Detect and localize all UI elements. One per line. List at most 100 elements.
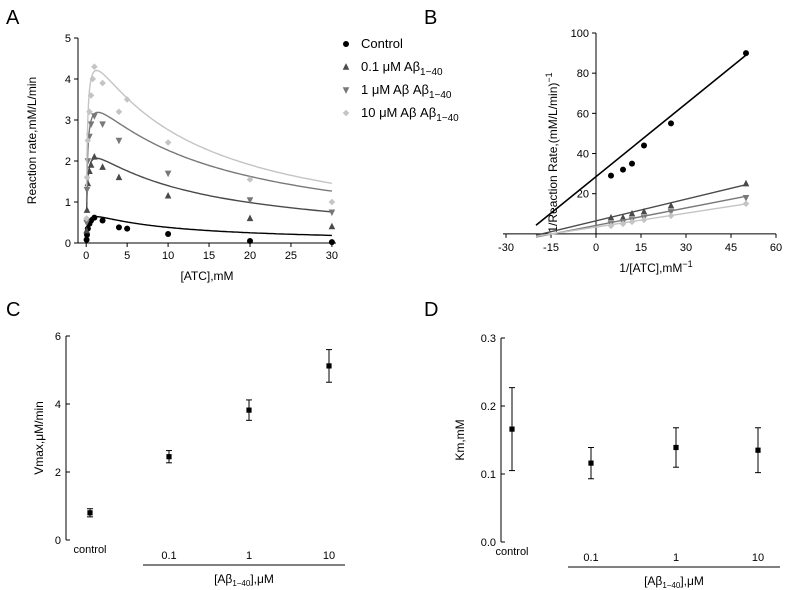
- category-label: 0.1: [161, 550, 176, 562]
- x-tick-label: 10: [162, 250, 174, 262]
- legend-label: 0.1 μM Aβ1−40: [361, 59, 443, 78]
- data-point: [742, 179, 750, 187]
- x-tick-label: -15: [543, 242, 559, 254]
- regression-line: [535, 203, 747, 237]
- data-point: [84, 158, 92, 165]
- legend-label: 10 μM Aβ Aβ1−40: [361, 105, 459, 124]
- data-point: [87, 92, 95, 99]
- data-point: [91, 63, 98, 70]
- data-point: [640, 216, 648, 224]
- category-label: control: [495, 546, 528, 558]
- data-point: [742, 200, 750, 208]
- data-point: [164, 139, 172, 146]
- data-point: [619, 220, 627, 228]
- x-tick-label: 15: [203, 250, 215, 262]
- y-tick-label: 0.2: [481, 401, 496, 413]
- x-tick-label: 30: [326, 250, 338, 262]
- y-tick-label: 5: [65, 33, 71, 45]
- data-point: [115, 224, 122, 231]
- data-point: [89, 75, 97, 83]
- data-point: [164, 170, 172, 178]
- x-tick-label: -30: [498, 242, 514, 254]
- panel-label-b: B: [424, 7, 437, 29]
- y-tick-label: 1: [65, 197, 71, 209]
- data-point: [123, 96, 131, 103]
- data-point: [83, 174, 91, 181]
- data-point: [588, 460, 594, 466]
- y-tick-label: 100: [571, 28, 589, 40]
- data-point: [607, 222, 615, 230]
- panel-b-chart: 20 40 60 80 100 -30 -15 0 15 30 45 60 1/[ATC],mM−1 1/…: [498, 28, 782, 275]
- y-tick-label: 2: [55, 467, 61, 479]
- data-point: [743, 50, 749, 57]
- category-label: control: [73, 544, 106, 556]
- y-tick-label: 0: [65, 238, 71, 250]
- data-point: [328, 209, 336, 217]
- data-point: [667, 209, 675, 216]
- data-point: [83, 206, 91, 213]
- data-point: [99, 79, 106, 87]
- y-tick-label: 4: [55, 399, 61, 411]
- legend-label: 1 μM Aβ Aβ1−40: [361, 82, 452, 101]
- y-tick-label: 0.0: [481, 537, 496, 549]
- data-point: [619, 213, 627, 221]
- data-point: [673, 444, 679, 451]
- y-tick-label: 80: [577, 68, 589, 80]
- data-point: [87, 161, 95, 168]
- legend-marker: [342, 109, 350, 117]
- category-label: 10: [752, 552, 764, 564]
- data-point: [742, 195, 750, 202]
- y-axis-label: Reaction rate,mM/L/min: [25, 77, 39, 204]
- data-point: [326, 363, 332, 369]
- legend-marker: [342, 87, 350, 94]
- data-point: [629, 160, 635, 167]
- data-point: [83, 187, 91, 194]
- panel-d-chart: 0.0 0.1 0.2 0.3 Km,mM control 0.1 1 10 [Aβ1−40],μ…: [453, 333, 780, 590]
- data-point: [755, 447, 761, 453]
- y-tick-label: 3: [65, 115, 71, 127]
- y-tick-label: 0: [55, 535, 61, 547]
- y-tick-label: 60: [577, 108, 589, 120]
- data-point: [607, 213, 615, 221]
- x-tick-label: 25: [285, 250, 297, 262]
- category-label: 10: [323, 550, 335, 562]
- data-point: [91, 113, 98, 120]
- x-tick-label: 15: [635, 242, 647, 254]
- y-axis-label: Vmax,μM/min: [32, 401, 46, 475]
- panel-label-a: A: [6, 7, 20, 29]
- data-point: [83, 226, 90, 234]
- data-point: [99, 217, 106, 224]
- data-point: [620, 166, 626, 173]
- data-point: [628, 218, 636, 226]
- fit-curve: [85, 69, 333, 187]
- x-tick-label: 45: [725, 242, 737, 254]
- data-point: [99, 121, 106, 128]
- x-tick-label: 20: [244, 250, 256, 262]
- data-point: [641, 142, 647, 149]
- data-point: [246, 214, 254, 222]
- regression-line: [535, 183, 747, 236]
- panel-a-chart: 0 1 2 3 4 5 0 5 10 15 20 25 30 [ATC],mM Reaction rate,…: [25, 33, 459, 283]
- legend-marker: [342, 63, 350, 70]
- data-point: [667, 212, 675, 220]
- regression-line: [535, 54, 747, 226]
- category-label: 0.1: [583, 552, 598, 564]
- data-point: [328, 198, 336, 206]
- legend-label: Control: [361, 36, 403, 51]
- data-point: [164, 191, 172, 199]
- data-point: [115, 108, 123, 116]
- data-point: [628, 209, 636, 217]
- fit-curve: [85, 215, 332, 237]
- data-point: [165, 230, 172, 237]
- data-point: [328, 222, 336, 230]
- data-point: [83, 236, 90, 243]
- y-tick-label: 40: [577, 149, 589, 161]
- y-tick-label: 6: [55, 331, 61, 343]
- data-point: [246, 197, 254, 204]
- data-point: [166, 454, 172, 460]
- data-point: [84, 137, 92, 144]
- y-tick-label: 20: [577, 189, 589, 201]
- panel-label-d: D: [424, 299, 438, 321]
- panel-c-chart: 0 2 4 6 Vmax,μM/min control 0.1 1 10 [Aβ1−40],μM: [32, 331, 345, 588]
